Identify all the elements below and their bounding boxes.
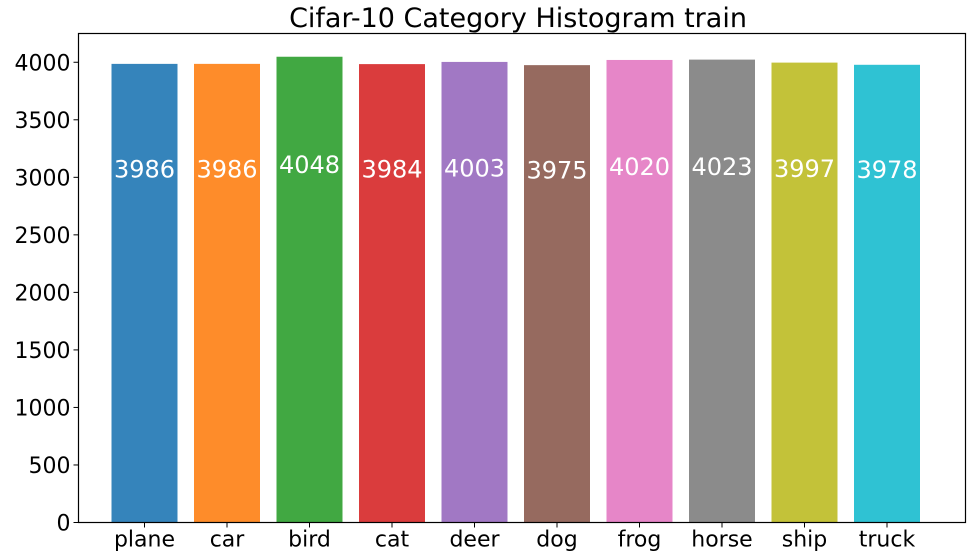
x-tick-label-deer: deer [449, 528, 500, 553]
bar-frog [606, 59, 673, 523]
x-tick-label-car: car [210, 528, 246, 553]
bar-value-label-dog: 3975 [526, 156, 587, 184]
x-axis: plane car bird cat deer dog frog horse ship truck [114, 522, 916, 553]
y-tick-label-3000: 3000 [15, 166, 71, 191]
y-tick-label-1000: 1000 [15, 396, 71, 421]
y-tick-label-1500: 1500 [15, 339, 71, 364]
x-tick-label-horse: horse [691, 528, 752, 553]
chart-title: Cifar-10 Category Histogram train [289, 3, 747, 34]
y-tick-label-0: 0 [57, 512, 71, 537]
bar-bird [276, 56, 343, 523]
bar-value-label-bird: 4048 [279, 151, 340, 179]
x-tick-label-frog: frog [618, 528, 662, 553]
x-tick-label-plane: plane [114, 528, 175, 553]
bar-value-label-cat: 3984 [361, 156, 422, 184]
y-tick-label-2000: 2000 [15, 281, 71, 306]
bar-cat [359, 64, 425, 523]
x-tick-label-dog: dog [536, 528, 577, 553]
x-tick-label-bird: bird [288, 528, 331, 553]
bar-plane [111, 63, 178, 523]
x-tick-label-ship: ship [782, 528, 827, 553]
x-tick-label-cat: cat [375, 528, 410, 553]
y-tick-label-3500: 3500 [15, 109, 71, 134]
bar-value-label-car: 3986 [196, 156, 257, 184]
bar-deer [441, 61, 508, 523]
y-tick-label-2500: 2500 [15, 224, 71, 249]
y-tick-label-500: 500 [29, 454, 71, 479]
bar-dog [524, 65, 590, 523]
bar-value-label-deer: 4003 [444, 154, 505, 182]
bar-value-label-frog: 4020 [609, 153, 670, 181]
bar-ship [771, 62, 838, 523]
bar-value-label-ship: 3997 [774, 155, 835, 183]
bar-value-label-truck: 3978 [856, 156, 917, 184]
bar-horse [689, 59, 755, 523]
x-tick-label-truck: truck [859, 528, 916, 553]
bar-value-label-plane: 3986 [114, 156, 175, 184]
bar-value-label-horse: 4023 [691, 153, 752, 181]
plot-frame [77, 32, 967, 524]
bar-car [194, 63, 260, 523]
y-axis: 0 500 1000 1500 2000 2500 3000 3500 4000 [15, 51, 79, 537]
bars: 3986 3986 4048 3984 4003 3975 4020 4023 3997 3978 [111, 56, 920, 523]
bar-truck [854, 64, 920, 523]
y-tick-label-4000: 4000 [15, 51, 71, 76]
